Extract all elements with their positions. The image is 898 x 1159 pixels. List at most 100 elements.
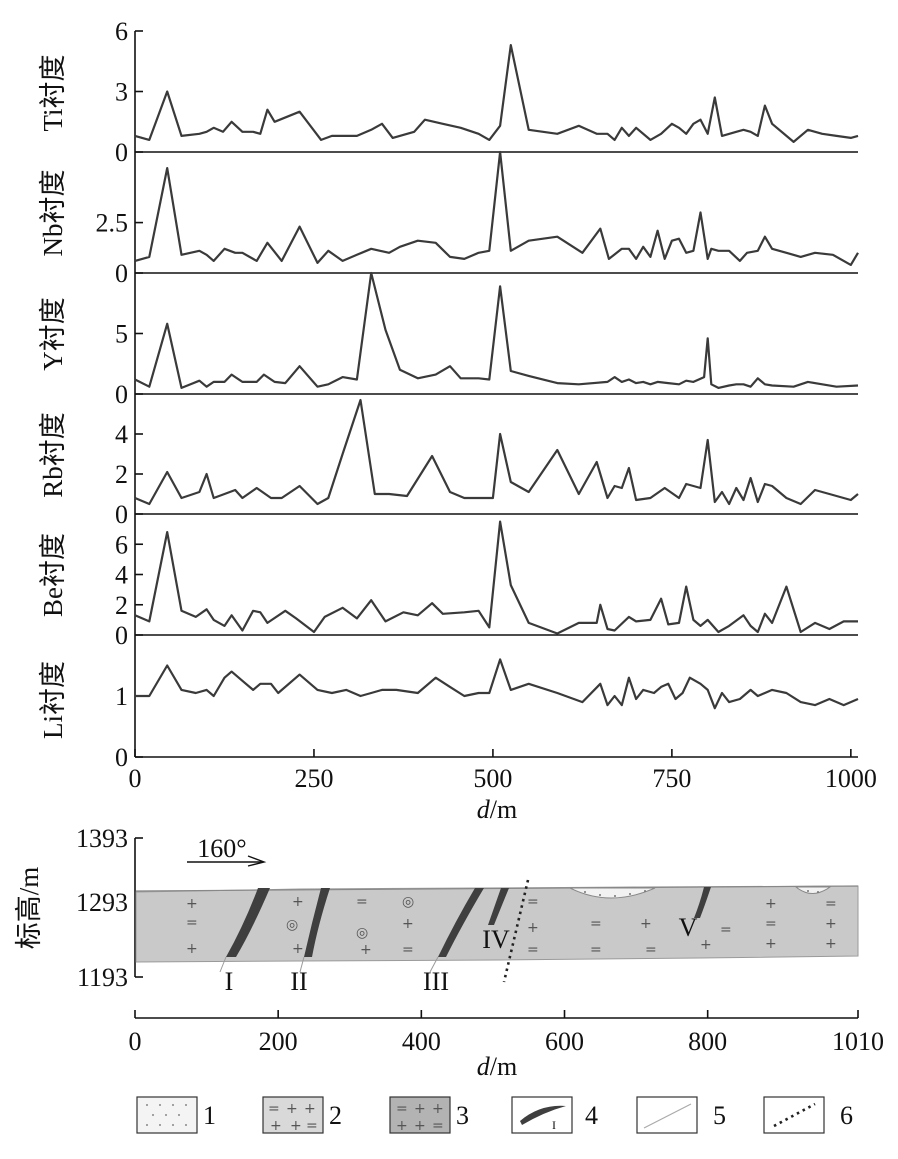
panel-3-ytick-label-0: 0	[115, 500, 128, 529]
panel-4-ytick-label-0: 0	[115, 621, 128, 650]
panel-5-ylabel: Li衬度	[38, 661, 68, 739]
panel-3-ytick-label-2: 4	[115, 420, 128, 449]
legend-swatch-4-vein-icon	[520, 1105, 566, 1125]
svg-text:=: =	[765, 916, 777, 932]
legend-swatch-6	[763, 1096, 825, 1134]
svg-text:+: +	[360, 942, 372, 958]
panel-0-ytick-label-0: 0	[115, 138, 128, 167]
surface-line	[135, 885, 859, 892]
legend-swatch-6-dotted	[773, 1102, 816, 1128]
top-xtick-label-2: 500	[473, 764, 512, 793]
panel-3: 0 2 4 Rb衬度	[38, 398, 859, 529]
svg-text:+: +	[414, 1118, 426, 1134]
legend-swatch-2-symbols: = + + + + =	[268, 1101, 318, 1134]
svg-text:=: =	[590, 916, 602, 932]
panel-0-series-line	[134, 43, 859, 143]
panel-1-ytick-label-0: 0	[115, 259, 128, 288]
legend-label-5: 5	[713, 1101, 726, 1130]
top-x-axis-ticks: 0 250 500 750 1000	[129, 749, 877, 793]
top-xtick-label-3: 750	[652, 764, 691, 793]
panel-4-series-line	[134, 520, 858, 635]
section-xtick-label-5: 1010	[832, 1027, 884, 1056]
svg-text:+: +	[432, 1101, 444, 1117]
panel-4-ytick-label-2: 4	[115, 561, 128, 590]
svg-text:+: +	[402, 916, 414, 932]
vein-I-tail	[219, 956, 227, 973]
legend-label-2: 2	[329, 1101, 342, 1130]
svg-text:+: +	[825, 916, 837, 932]
section-xtick-label-2: 400	[402, 1027, 441, 1056]
panel-1: 0 2.5 Nb衬度	[38, 150, 859, 288]
vein-V	[694, 887, 711, 918]
rock-body	[135, 885, 859, 963]
panel-2-ylabel: Y衬度	[38, 297, 68, 371]
svg-text:=: =	[402, 942, 414, 958]
section-xtick-label-3: 600	[545, 1027, 584, 1056]
lens-dots	[584, 890, 819, 897]
svg-text:+: +	[825, 936, 837, 952]
panel-0-ylabel: Ti衬度	[38, 54, 68, 131]
vein-I	[226, 888, 270, 957]
svg-text:+: +	[414, 1101, 426, 1117]
legend-label-3: 3	[456, 1101, 469, 1130]
svg-text:=: =	[825, 896, 837, 912]
panel-3-series-line	[134, 398, 859, 506]
section-xtick-label-1: 200	[259, 1027, 298, 1056]
section-xtick-label-4: 800	[688, 1027, 727, 1056]
panel-2: 0 5 Y衬度	[38, 271, 859, 409]
panel-4-ytick-label-1: 2	[115, 591, 128, 620]
svg-text:+: +	[640, 916, 652, 932]
vein-label-IV: IV	[482, 925, 510, 954]
svg-text:=: =	[432, 1118, 444, 1134]
legend-swatch-4-vein-glyph: I	[552, 1118, 556, 1132]
panel-2-ytick-label-0: 0	[115, 380, 128, 409]
vein-IV	[488, 888, 509, 925]
svg-text:=: =	[356, 894, 368, 910]
legend-label-1: 1	[203, 1101, 216, 1130]
panel-5-ytick-label-0: 0	[115, 743, 128, 772]
svg-text:◎: ◎	[286, 917, 298, 933]
vein-label-I: I	[225, 967, 234, 996]
legend-swatch-3	[389, 1096, 451, 1134]
svg-text:+: +	[286, 1101, 298, 1117]
rock-symbols: +=+ +◎+ =◎◎ +=+ =+= ==+ ==+ +=+ =++	[186, 894, 837, 958]
svg-text:=: =	[527, 894, 539, 910]
legend-swatch-3-symbols: = + + + + =	[396, 1101, 444, 1134]
legend-swatch-5-line	[643, 1103, 692, 1129]
panel-0-ytick-label-1: 3	[115, 78, 128, 107]
vein-III-tail	[429, 956, 439, 973]
top-xtick-label-4: 1000	[825, 764, 877, 793]
svg-text:=: =	[268, 1101, 280, 1117]
legend-label-4: 4	[585, 1101, 598, 1130]
panel-5: 0 1 Li衬度	[38, 658, 859, 772]
panel-0: 0 3 6 Ti衬度	[38, 17, 859, 167]
surface-lens-2	[794, 886, 832, 894]
section-xtick-label-0: 0	[129, 1027, 142, 1056]
vein-label-III: III	[423, 967, 449, 996]
panel-4-ytick-label-3: 6	[115, 530, 128, 559]
svg-text:+: +	[186, 896, 198, 912]
section-y-axis-title: 标高/m	[14, 867, 44, 950]
surface-lens-1	[569, 887, 656, 899]
direction-label: 160°	[197, 834, 246, 863]
panel-1-ytick-label-1: 2.5	[96, 209, 129, 238]
panel-5-ytick-label-1: 1	[115, 682, 128, 711]
svg-text:◎: ◎	[402, 894, 414, 910]
direction-arrowhead	[247, 855, 267, 867]
legend: 1 = + + + + = 2 = + + + + = 3 I 4 5 6	[136, 1096, 853, 1134]
svg-text:+: +	[304, 1101, 316, 1117]
section-x-axis-ticks: 0 200 400 600 800 1010	[129, 1010, 884, 1056]
vein-label-V: V	[679, 913, 698, 942]
panel-4-ylabel: Be衬度	[38, 533, 68, 617]
svg-text:=: =	[306, 1118, 318, 1134]
panel-1-ylabel: Nb衬度	[38, 170, 68, 257]
legend-swatch-4	[511, 1096, 573, 1134]
svg-text:+: +	[270, 1118, 282, 1134]
legend-swatch-1-dots	[146, 1104, 187, 1126]
svg-text:=: =	[590, 942, 602, 958]
dotted-fault-line	[502, 879, 530, 983]
top-x-axis-title: d/m	[477, 795, 517, 824]
legend-swatch-2	[262, 1096, 324, 1134]
section-y-tick-label-1393: 1393	[76, 824, 128, 853]
